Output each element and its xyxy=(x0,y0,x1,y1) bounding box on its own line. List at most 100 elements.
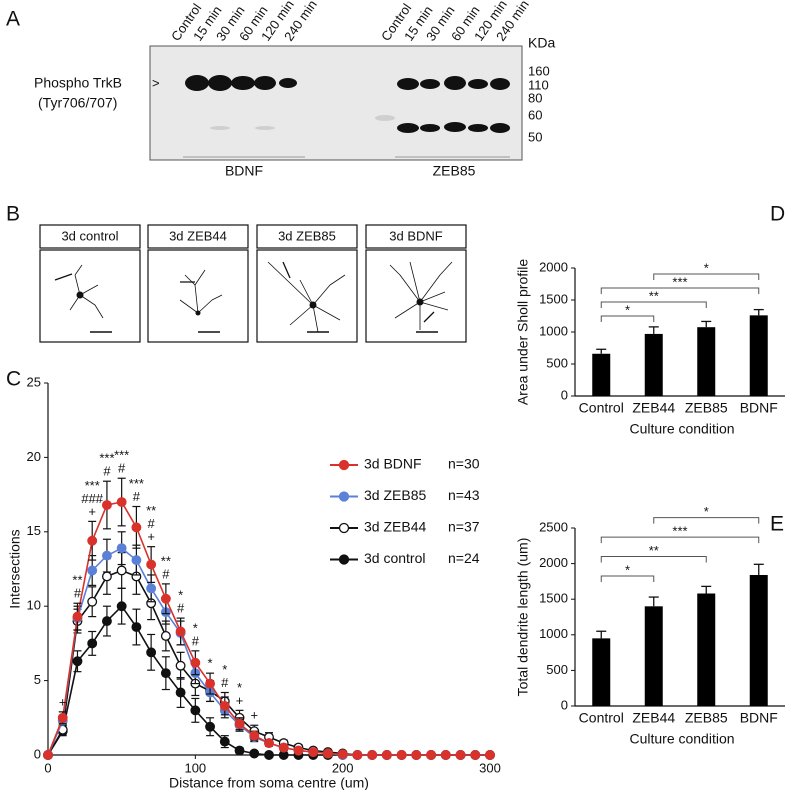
bar xyxy=(644,606,663,706)
bar xyxy=(644,333,663,396)
somata xyxy=(76,291,424,316)
legend-count: n=37 xyxy=(448,519,480,535)
significance-mark: * xyxy=(178,588,183,603)
error-bar xyxy=(596,630,607,639)
error-bar xyxy=(701,320,712,328)
series-line xyxy=(47,501,490,756)
data-point xyxy=(470,750,481,760)
significance-bracket xyxy=(600,301,707,308)
data-point xyxy=(367,750,378,760)
x-tick-label: 0 xyxy=(44,760,51,775)
error-bar xyxy=(648,326,659,334)
label-box xyxy=(147,224,249,249)
significance-mark: + xyxy=(236,693,244,708)
data-point xyxy=(337,749,348,760)
significance-mark: * xyxy=(704,260,709,275)
data-point xyxy=(72,611,83,622)
data-point xyxy=(249,748,260,759)
bar xyxy=(697,327,716,396)
panel-letter: E xyxy=(770,513,784,536)
y-tick-label: 1000 xyxy=(539,626,568,641)
significance-mark: + xyxy=(250,708,258,723)
x-tick-label: BDNF xyxy=(740,710,778,726)
data-point xyxy=(160,668,171,679)
x-tick-label: Control xyxy=(579,710,624,726)
y-tick-label: 10 xyxy=(27,598,41,613)
data-point xyxy=(101,571,112,582)
data-point xyxy=(116,497,127,507)
y-axis-label: Area under Sholl profile xyxy=(515,259,531,406)
bar xyxy=(749,574,768,706)
data-point xyxy=(116,601,127,612)
series-line xyxy=(47,569,490,756)
data-point xyxy=(146,559,157,570)
y-tick-label: 500 xyxy=(546,662,568,677)
significance-mark: *** xyxy=(99,451,114,466)
significance-mark: * xyxy=(222,662,227,677)
data-point xyxy=(426,750,437,760)
significance-mark: *** xyxy=(672,524,687,539)
y-tick-label: 5 xyxy=(34,672,41,687)
significance-mark: # xyxy=(221,675,229,690)
significance-mark: + xyxy=(88,504,96,519)
legend-label: 3d BDNF xyxy=(364,456,422,472)
legend-marker xyxy=(338,459,350,471)
blot-bands xyxy=(185,75,510,133)
data-point xyxy=(116,565,127,576)
data-point xyxy=(205,678,216,689)
panel-letter: C xyxy=(6,368,21,391)
data-point xyxy=(264,738,274,749)
data-point xyxy=(146,647,157,658)
error-bar xyxy=(648,596,659,607)
arrowhead: > xyxy=(152,75,160,90)
significance-bracket xyxy=(600,536,760,544)
y-tick-label: 2500 xyxy=(539,519,568,534)
x-tick-label: 100 xyxy=(184,760,206,775)
significance-mark: ** xyxy=(161,553,171,568)
x-tick-label: ZEB44 xyxy=(632,400,675,416)
y-tick-label: 0 xyxy=(561,387,568,402)
data-point xyxy=(87,596,98,607)
error-bar xyxy=(596,348,607,354)
series-line xyxy=(47,547,490,756)
data-point xyxy=(381,750,392,760)
data-point xyxy=(116,543,127,554)
bar xyxy=(592,353,611,396)
significance-mark: + xyxy=(147,529,155,544)
significance-bracket xyxy=(653,517,760,524)
y-tick-label: 1500 xyxy=(539,291,568,306)
x-tick-label: 300 xyxy=(479,760,501,775)
marker-label: 60 xyxy=(528,107,542,122)
data-point xyxy=(190,657,201,668)
significance-bracket xyxy=(600,287,760,294)
significance-mark: ** xyxy=(649,543,659,558)
data-point xyxy=(293,745,304,756)
data-point xyxy=(175,660,186,671)
data-point xyxy=(234,745,245,756)
x-tick-label: BDNF xyxy=(740,400,778,416)
significance-mark: # xyxy=(148,516,156,531)
data-point xyxy=(72,656,83,667)
significance-mark: *** xyxy=(85,478,100,493)
significance-mark: * xyxy=(193,620,198,635)
panel-letter: D xyxy=(770,203,785,226)
x-tick-label: ZEB85 xyxy=(685,710,728,726)
panel-letter: A xyxy=(6,8,20,31)
marker-label: 110 xyxy=(528,77,549,92)
significance-mark: ** xyxy=(649,288,659,303)
legend-marker xyxy=(338,554,350,565)
data-point xyxy=(205,721,216,732)
y-tick-label: 2000 xyxy=(539,555,568,570)
significance-mark: # xyxy=(177,601,185,616)
data-point xyxy=(160,631,171,641)
data-point xyxy=(131,622,142,632)
data-point xyxy=(101,550,112,561)
y-tick-label: 2000 xyxy=(539,259,568,274)
data-point xyxy=(160,593,171,604)
significance-mark: # xyxy=(192,633,200,648)
x-tick-label: Control xyxy=(579,400,624,416)
y-axis-label: Total dendrite length (um) xyxy=(515,538,531,697)
significance-mark: # xyxy=(118,461,126,476)
